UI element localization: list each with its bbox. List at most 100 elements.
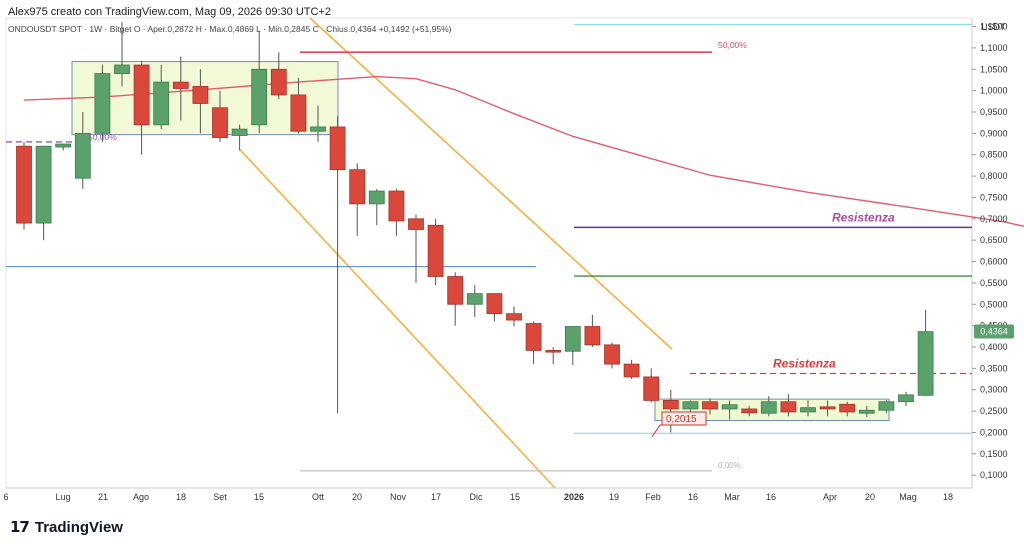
currency-label: USDT	[981, 22, 1006, 32]
candle-body	[251, 68, 268, 126]
candle-body	[408, 218, 424, 230]
x-tick-label: Ago	[133, 492, 149, 502]
y-tick-label: 0,8500	[980, 150, 1008, 160]
candle-body	[878, 401, 895, 411]
candle-body	[545, 350, 562, 353]
candle-body	[212, 107, 228, 139]
candle-body	[780, 401, 797, 413]
candle-body	[368, 190, 385, 205]
candle-body	[584, 326, 601, 346]
x-tick-label: Feb	[645, 492, 661, 502]
candle-body	[662, 400, 679, 410]
candle-body	[819, 406, 836, 410]
last-price-label: 0,4364	[980, 326, 1008, 336]
candle-body	[153, 81, 170, 126]
author-line: Alex975 creato con TradingView.com, Mag …	[8, 6, 331, 18]
y-tick-label: 1,1000	[980, 43, 1008, 53]
x-tick-label: 2026	[564, 492, 584, 502]
x-tick-label: 21	[98, 492, 108, 502]
fib-50-top-label: 50,00%	[718, 40, 747, 50]
x-tick-label: 20	[865, 492, 875, 502]
low-price-callout	[651, 411, 707, 438]
y-tick-label: 1,0000	[980, 86, 1008, 96]
candle-body	[310, 126, 326, 132]
y-tick-label: 1,0500	[980, 64, 1008, 74]
x-tick-label: Apr	[823, 492, 837, 502]
candle-body	[525, 323, 542, 351]
x-tick-label: Lug	[55, 492, 70, 502]
candle-body	[643, 376, 660, 401]
candle-body	[329, 126, 346, 171]
candle-body	[74, 132, 91, 179]
candle-body	[486, 293, 503, 315]
candle-body	[388, 190, 405, 222]
candle-body	[702, 401, 718, 410]
tradingview-logo: 17 TradingView	[10, 518, 123, 536]
candle-body	[231, 128, 248, 136]
candle-body	[349, 169, 366, 205]
candle-body	[839, 403, 856, 413]
logo-mark: 17	[10, 518, 30, 536]
candle-body	[16, 145, 32, 224]
candle-body	[133, 64, 150, 126]
x-tick-label: 6	[3, 492, 8, 502]
candle-body	[721, 404, 738, 410]
x-tick-label: 15	[510, 492, 520, 502]
fib-0-label: 0,00%	[718, 461, 741, 470]
x-tick-label: 15	[254, 492, 264, 502]
last-price-tag	[974, 324, 1014, 339]
candle-body	[506, 313, 522, 321]
y-tick-label: 0,2000	[980, 427, 1008, 437]
resistance-label-lower: Resistenza	[773, 356, 836, 370]
x-tick-label: 16	[688, 492, 698, 502]
x-tick-label: Ott	[312, 492, 325, 502]
candle-body	[741, 408, 758, 414]
y-tick-label: 1,1500	[980, 22, 1008, 32]
x-tick-label: Mag	[899, 492, 917, 502]
x-tick-label: 16	[766, 492, 776, 502]
x-tick-label: 17	[431, 492, 441, 502]
candle-body	[466, 293, 483, 305]
channel-upper-line	[309, 17, 673, 350]
candle-body	[760, 401, 777, 414]
y-tick-label: 0,5500	[980, 278, 1008, 288]
low-price-label: 0,2015	[666, 414, 697, 425]
candle-body	[55, 143, 72, 148]
y-tick-label: 0,2500	[980, 406, 1008, 416]
y-tick-label: 0,9000	[980, 128, 1008, 138]
resistance-label-upper: Resistenza	[832, 210, 895, 224]
channel-lower-line	[239, 149, 556, 489]
y-tick-label: 0,8000	[980, 171, 1008, 181]
x-tick-label: Set	[213, 492, 227, 502]
symbol-ohlc-line: ONDOUSDT SPOT · 1W · Bitget O · Aper.0,2…	[8, 24, 452, 34]
candle-body	[623, 363, 640, 378]
fib-50-left-label: 50,00%	[88, 132, 117, 142]
y-tick-label: 0,1500	[980, 449, 1008, 459]
y-tick-label: 0,9500	[980, 107, 1008, 117]
x-tick-label: Dic	[470, 492, 483, 502]
ohlc-values: O · Aper.0,2872 H · Max.0,4869 L · Min.0…	[133, 24, 452, 34]
candle-body	[94, 73, 111, 134]
candle-body	[270, 68, 287, 96]
brand-name: TradingView	[34, 518, 123, 536]
y-tick-label: 0,1000	[980, 470, 1008, 480]
x-tick-label: 18	[943, 492, 953, 502]
symbol-label: ONDOUSDT SPOT · 1W · Bitget	[8, 24, 132, 34]
y-tick-label: 0,6500	[980, 235, 1008, 245]
x-tick-label: 19	[609, 492, 619, 502]
y-tick-label: 0,7000	[980, 214, 1008, 224]
y-tick-label: 0,7500	[980, 192, 1008, 202]
candle-body	[35, 145, 52, 224]
y-tick-label: 0,3000	[980, 385, 1008, 395]
candle-body	[172, 81, 189, 89]
candle-body	[800, 407, 816, 413]
y-tick-label: 0,4000	[980, 342, 1008, 352]
candle-body	[447, 276, 464, 305]
candle-body	[427, 224, 444, 277]
candle-body	[917, 331, 934, 396]
candle-body	[192, 85, 209, 104]
candle-body	[564, 326, 581, 352]
x-tick-label: 20	[352, 492, 362, 502]
y-tick-label: 0,6000	[980, 257, 1008, 267]
